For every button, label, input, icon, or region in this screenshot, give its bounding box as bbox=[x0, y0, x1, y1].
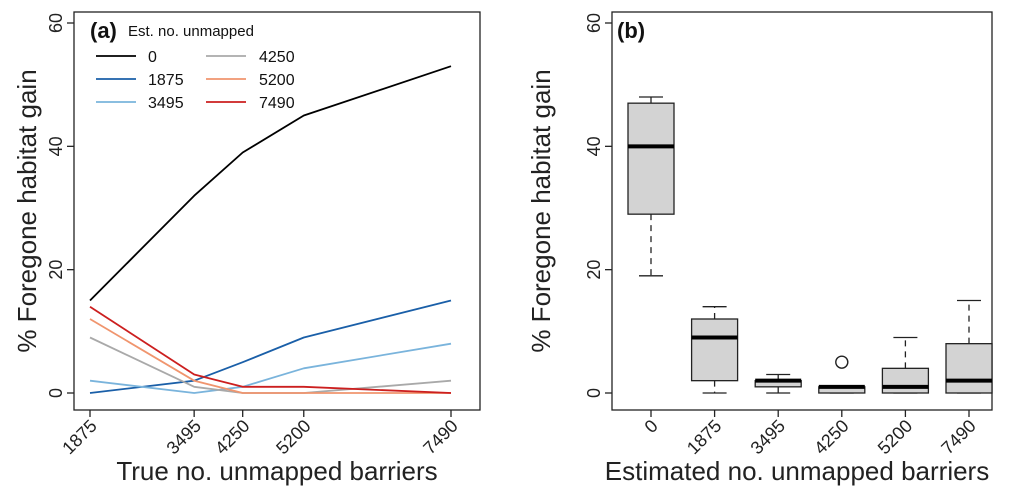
x-tick-label: 4250 bbox=[211, 416, 253, 458]
x-tick-label: 0 bbox=[641, 416, 662, 437]
x-tick-label: 4250 bbox=[810, 416, 852, 458]
outlier-4250 bbox=[835, 355, 849, 369]
legend-label-1875: 1875 bbox=[148, 72, 184, 89]
y-tick-label: 60 bbox=[46, 13, 66, 33]
y-axis-title-a: % Foregone habitat gain bbox=[12, 69, 42, 352]
panel-label-a: (a) bbox=[90, 18, 117, 43]
y-axis-a: 0 20 40 60 bbox=[46, 13, 74, 398]
x-tick-label: 5200 bbox=[874, 416, 916, 458]
x-axis-b: 0 1875 3495 4250 5200 7490 bbox=[641, 410, 980, 458]
legend-title-a: Est. no. unmapped bbox=[128, 23, 254, 40]
y-axis-b: 0 20 40 60 bbox=[584, 13, 612, 398]
legend-label-0: 0 bbox=[148, 49, 157, 66]
y-tick-label: 40 bbox=[584, 136, 604, 156]
plot-frame-a bbox=[73, 11, 481, 411]
x-tick-label: 7490 bbox=[937, 416, 979, 458]
y-tick-label: 40 bbox=[46, 136, 66, 156]
legend-label-3495: 3495 bbox=[148, 95, 184, 112]
x-tick-label: 3495 bbox=[747, 416, 789, 458]
plot-frame-b bbox=[611, 11, 993, 411]
y-tick-label: 0 bbox=[584, 388, 604, 398]
box-7490 bbox=[945, 343, 993, 394]
series-line-7490 bbox=[89, 305, 452, 394]
y-tick-label: 0 bbox=[46, 388, 66, 398]
box-5200 bbox=[881, 367, 930, 394]
y-tick-label: 20 bbox=[46, 260, 66, 280]
x-tick-label: 1875 bbox=[58, 416, 100, 458]
y-tick-label: 60 bbox=[584, 13, 604, 33]
legend-label-7490: 7490 bbox=[259, 95, 295, 112]
y-axis-title-b: % Foregone habitat gain bbox=[526, 69, 556, 352]
x-tick-label: 3495 bbox=[163, 416, 205, 458]
series-lines-a bbox=[89, 65, 452, 394]
box-0 bbox=[627, 102, 675, 215]
panel-b: 0 20 40 60 0 1875 3495 4250 5200 7490 (b) % Fore… bbox=[526, 11, 993, 486]
x-axis-title-a: True no. unmapped barriers bbox=[116, 456, 437, 486]
x-tick-label: 1875 bbox=[683, 416, 725, 458]
legend-label-4250: 4250 bbox=[259, 49, 295, 66]
x-tick-label: 5200 bbox=[272, 416, 314, 458]
series-line-5200 bbox=[89, 318, 451, 394]
y-tick-label: 20 bbox=[584, 260, 604, 280]
box-1875 bbox=[690, 318, 739, 382]
legend-a: 0 1875 3495 4250 5200 7490 bbox=[96, 49, 295, 112]
series-line-1875 bbox=[89, 299, 452, 394]
x-tick-label: 7490 bbox=[419, 416, 461, 458]
legend-label-5200: 5200 bbox=[259, 72, 295, 89]
x-axis-title-b: Estimated no. unmapped barriers bbox=[605, 456, 989, 486]
boxplots-b bbox=[627, 96, 993, 394]
series-line-0 bbox=[89, 65, 452, 302]
panel-label-b: (b) bbox=[617, 18, 645, 43]
x-axis-a: 1875 3495 4250 5200 7490 bbox=[58, 410, 462, 458]
series-line-4250 bbox=[89, 336, 452, 394]
